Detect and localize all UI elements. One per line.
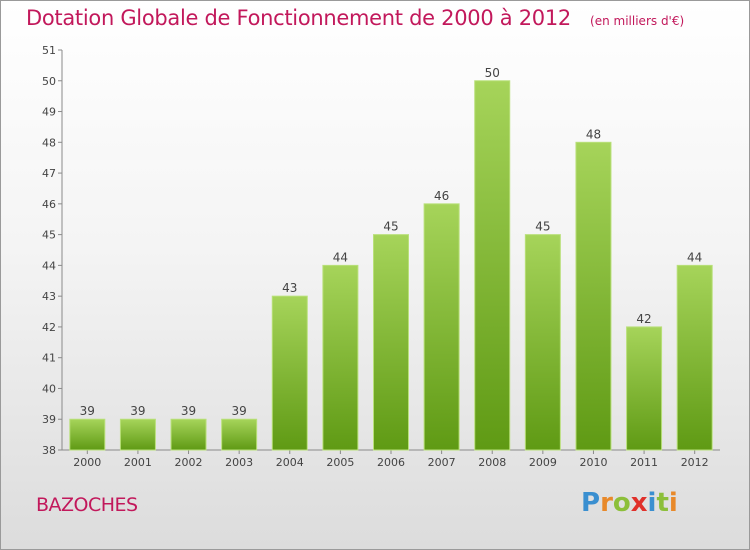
y-tick-label: 48 — [42, 136, 56, 149]
data-label: 43 — [282, 281, 297, 295]
data-label: 39 — [130, 404, 145, 418]
logo-letter: o — [612, 488, 631, 518]
chart-unit-note: (en milliers d'€) — [590, 14, 685, 28]
y-tick-label: 43 — [42, 290, 56, 303]
y-tick-label: 41 — [42, 352, 56, 365]
y-tick-label: 46 — [42, 198, 56, 211]
logo-letter: i — [668, 488, 678, 518]
data-label: 45 — [383, 220, 398, 234]
x-tick-label: 2012 — [681, 456, 709, 469]
data-label: 46 — [434, 189, 449, 203]
bar-2006 — [373, 234, 409, 451]
x-tick-label: 2006 — [377, 456, 405, 469]
bar-2000 — [69, 418, 106, 451]
y-tick-label: 40 — [42, 382, 56, 395]
y-tick-label: 47 — [42, 167, 56, 180]
logo-letter: x — [630, 488, 648, 518]
data-label: 50 — [485, 66, 500, 80]
logo-letter: P — [581, 488, 601, 518]
data-label: 42 — [636, 312, 651, 326]
proxiti-logo: Proxiti — [581, 488, 678, 518]
bar-2009 — [524, 234, 561, 451]
x-tick-label: 2009 — [529, 456, 557, 469]
logo-letter: i — [647, 488, 657, 518]
x-tick-label: 2002 — [175, 456, 203, 469]
data-label: 44 — [687, 250, 702, 264]
data-label: 39 — [181, 404, 196, 418]
y-tick-label: 49 — [42, 106, 56, 119]
bar-2001 — [119, 418, 156, 451]
y-tick-label: 44 — [42, 259, 56, 272]
chart-title: Dotation Globale de Fonctionnement de 20… — [26, 6, 571, 30]
x-tick-label: 2010 — [579, 456, 607, 469]
bar-2010 — [575, 141, 612, 451]
data-label: 45 — [535, 220, 550, 234]
bar-2007 — [423, 203, 460, 451]
bar-2003 — [221, 418, 258, 451]
commune-name: BAZOCHES — [36, 494, 138, 516]
x-tick-label: 2008 — [478, 456, 506, 469]
x-tick-label: 2003 — [225, 456, 253, 469]
x-tick-label: 2011 — [630, 456, 658, 469]
x-tick-label: 2005 — [326, 456, 354, 469]
bar-2011 — [626, 326, 663, 451]
x-tick-label: 2004 — [276, 456, 304, 469]
y-tick-label: 45 — [42, 229, 56, 242]
bar-2005 — [322, 264, 359, 451]
title-row: Dotation Globale de Fonctionnement de 20… — [26, 6, 684, 30]
data-label: 39 — [232, 404, 247, 418]
data-label: 44 — [333, 250, 348, 264]
bar-2004 — [271, 295, 308, 451]
data-label: 39 — [80, 404, 95, 418]
y-tick-label: 51 — [42, 44, 56, 57]
x-tick-label: 2007 — [428, 456, 456, 469]
y-tick-label: 38 — [42, 444, 56, 457]
x-tick-label: 2000 — [73, 456, 101, 469]
logo-letter: t — [656, 488, 669, 518]
data-label: 48 — [586, 127, 601, 141]
x-tick-label: 2001 — [124, 456, 152, 469]
bar-2012 — [676, 264, 713, 451]
bar-2008 — [474, 80, 511, 451]
bar-2002 — [170, 418, 207, 451]
y-tick-label: 39 — [42, 413, 56, 426]
y-tick-label: 50 — [42, 75, 56, 88]
y-tick-label: 42 — [42, 321, 56, 334]
logo-letter: r — [600, 488, 613, 518]
